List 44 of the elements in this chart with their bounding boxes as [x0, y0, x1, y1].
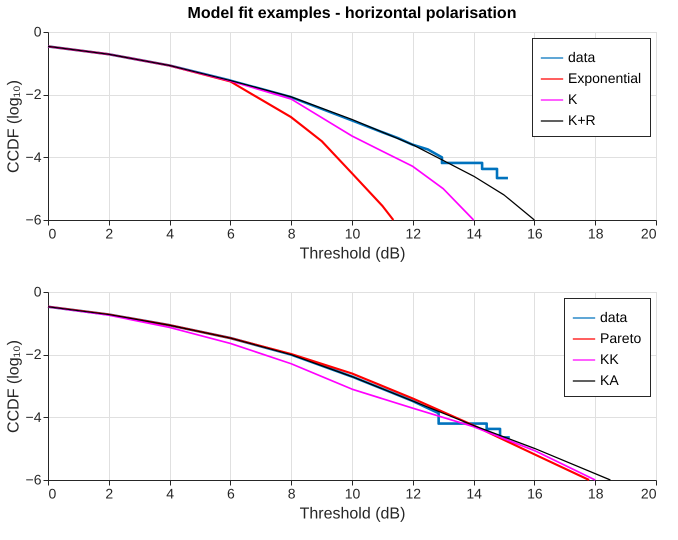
x-tick-label: 0 [48, 486, 56, 502]
x-axis-title: Threshold (dB) [300, 246, 406, 262]
legend-label: Pareto [600, 330, 642, 346]
y-tick-label: 0 [34, 284, 42, 300]
x-tick-label: 14 [466, 486, 482, 502]
y-axis-title: CCDF (log₁₀) [6, 340, 23, 433]
line-series [46, 45, 394, 222]
legend-label: data [600, 309, 628, 325]
y-tick-label: −4 [26, 408, 42, 425]
x-tick-label: 4 [166, 226, 174, 242]
y-tick-label: −2 [26, 346, 42, 362]
y-tick-label: −4 [26, 148, 42, 165]
x-tick-label: 2 [105, 486, 114, 502]
x-tick-label: 16 [527, 226, 543, 242]
x-tick-label: 16 [527, 486, 543, 502]
legend-label: Exponential [568, 70, 642, 86]
legend-label: K [568, 91, 578, 107]
legend-label: KK [600, 351, 620, 367]
y-tick-label: 0 [34, 24, 42, 40]
x-tick-label: 18 [588, 226, 604, 242]
y-tick-label: −6 [26, 472, 42, 488]
x-axis-title: Threshold (dB) [300, 506, 406, 522]
x-tick-label: 20 [640, 226, 657, 242]
legend-label: data [568, 49, 596, 65]
x-tick-label: 8 [288, 226, 296, 242]
x-tick-label: 6 [227, 486, 235, 502]
x-tick-label: 6 [227, 226, 235, 242]
x-tick-label: 0 [48, 226, 56, 242]
x-tick-label: 12 [406, 486, 422, 502]
x-tick-label: 10 [344, 226, 360, 242]
x-tick-label: 8 [288, 486, 296, 502]
chart-title: Model fit examples - horizontal polarisation [188, 5, 516, 22]
y-axis-title: CCDF (log₁₀) [6, 80, 23, 173]
x-tick-label: 18 [588, 486, 604, 502]
legend-label: K+R [568, 112, 596, 128]
x-tick-label: 20 [640, 486, 657, 502]
x-tick-label: 14 [466, 226, 482, 242]
y-tick-label: −6 [26, 212, 42, 228]
x-tick-label: 10 [344, 486, 360, 502]
legend-label: KA [600, 372, 620, 388]
y-tick-label: −2 [26, 86, 42, 102]
x-tick-label: 12 [406, 226, 422, 242]
x-tick-label: 2 [105, 226, 114, 242]
x-tick-label: 4 [166, 486, 174, 502]
